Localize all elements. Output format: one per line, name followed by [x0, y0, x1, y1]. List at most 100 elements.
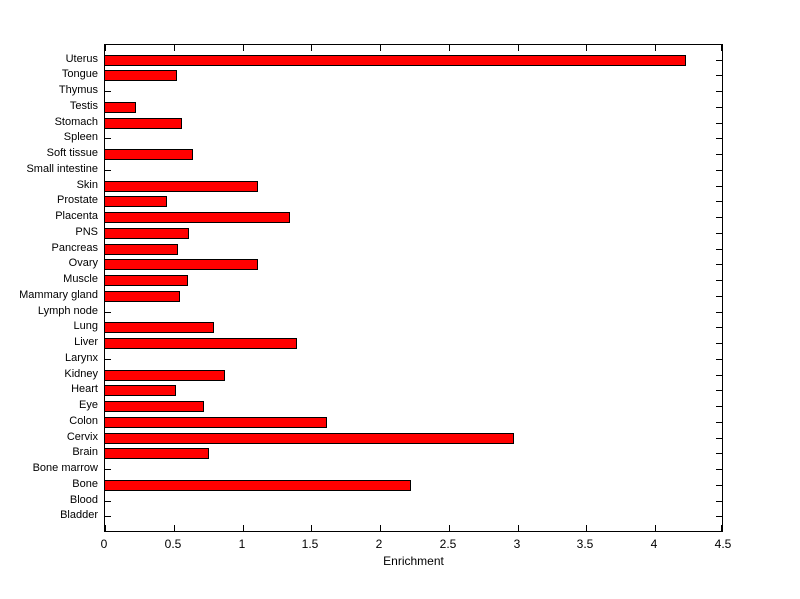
y-tick-mark-left [105, 138, 111, 139]
y-tick-label: Cervix [66, 431, 98, 443]
x-tick-mark-top [380, 45, 381, 51]
x-tick-mark-top [721, 45, 722, 51]
y-tick-mark-right [716, 138, 722, 139]
y-tick-mark-right [716, 217, 722, 218]
bar-prostate [104, 196, 167, 207]
y-tick-mark-right [716, 485, 722, 486]
y-tick-mark-right [716, 107, 722, 108]
y-tick-label: Placenta [55, 210, 98, 222]
bar-heart [104, 385, 176, 396]
y-tick-label: Eye [79, 399, 98, 411]
y-tick-mark-right [716, 343, 722, 344]
y-tick-label: Small intestine [26, 163, 98, 175]
y-tick-mark-right [716, 312, 722, 313]
bar-cervix [104, 433, 514, 444]
x-tick-mark-bottom [243, 525, 244, 531]
y-tick-mark-right [716, 516, 722, 517]
bar-soft-tissue [104, 149, 193, 160]
y-tick-label: Bone marrow [32, 462, 98, 474]
y-tick-label: Thymus [58, 84, 98, 96]
x-tick-label: 2 [375, 537, 383, 551]
y-tick-label: Mammary gland [19, 289, 98, 301]
bar-testis [104, 102, 136, 113]
x-tick-mark-top [243, 45, 244, 51]
x-axis-label: Enrichment [383, 554, 444, 568]
x-tick-mark-top [105, 45, 106, 51]
y-tick-label: PNS [75, 226, 98, 238]
x-tick-mark-top [311, 45, 312, 51]
y-tick-label: Blood [69, 494, 98, 506]
y-tick-label: Ovary [68, 257, 98, 269]
x-tick-mark-bottom [174, 525, 175, 531]
y-tick-mark-right [716, 422, 722, 423]
y-tick-mark-right [716, 296, 722, 297]
x-tick-label: 1 [238, 537, 246, 551]
bar-eye [104, 401, 204, 412]
y-tick-mark-left [105, 501, 111, 502]
y-tick-label: Stomach [54, 116, 98, 128]
y-tick-mark-left [105, 91, 111, 92]
bar-bone [104, 480, 411, 491]
y-tick-mark-left [105, 469, 111, 470]
bar-uterus [104, 55, 686, 66]
x-tick-mark-bottom [380, 525, 381, 531]
y-tick-label: Pancreas [51, 242, 98, 254]
bar-pns [104, 228, 189, 239]
y-tick-mark-left [105, 516, 111, 517]
y-tick-label: Spleen [63, 131, 98, 143]
bar-skin [104, 181, 258, 192]
x-tick-mark-bottom [311, 525, 312, 531]
x-tick-mark-bottom [655, 525, 656, 531]
y-tick-mark-right [716, 453, 722, 454]
y-tick-mark-right [716, 201, 722, 202]
y-tick-mark-right [716, 469, 722, 470]
y-tick-label: Heart [71, 383, 98, 395]
y-tick-label: Kidney [64, 368, 98, 380]
x-tick-label: 4 [650, 537, 658, 551]
y-tick-mark-right [716, 264, 722, 265]
x-tick-label: 0.5 [164, 537, 182, 551]
y-tick-mark-right [716, 60, 722, 61]
y-tick-mark-right [716, 359, 722, 360]
bar-mammary-gland [104, 291, 180, 302]
x-tick-mark-bottom [105, 525, 106, 531]
y-tick-mark-right [716, 390, 722, 391]
x-tick-label: 0 [100, 537, 108, 551]
bar-brain [104, 448, 209, 459]
x-tick-mark-top [518, 45, 519, 51]
x-tick-mark-bottom [449, 525, 450, 531]
x-tick-mark-bottom [586, 525, 587, 531]
bar-liver [104, 338, 297, 349]
plot-area [104, 44, 723, 532]
bar-muscle [104, 275, 188, 286]
y-tick-mark-left [105, 170, 111, 171]
y-tick-label: Liver [74, 336, 98, 348]
y-tick-label: Brain [72, 446, 98, 458]
x-tick-mark-top [449, 45, 450, 51]
y-tick-mark-right [716, 406, 722, 407]
y-tick-mark-right [716, 375, 722, 376]
y-tick-label: Bladder [60, 509, 98, 521]
y-tick-label: Tongue [61, 68, 98, 80]
y-tick-label: Prostate [57, 194, 98, 206]
y-tick-label: Testis [69, 100, 98, 112]
y-tick-label: Uterus [65, 53, 98, 65]
y-tick-mark-right [716, 249, 722, 250]
x-tick-mark-bottom [518, 525, 519, 531]
x-tick-label: 2.5 [439, 537, 457, 551]
bar-placenta [104, 212, 290, 223]
bar-stomach [104, 118, 182, 129]
bar-tongue [104, 70, 177, 81]
y-tick-label: Colon [69, 415, 98, 427]
x-tick-mark-top [174, 45, 175, 51]
bar-kidney [104, 370, 225, 381]
y-tick-mark-left [105, 359, 111, 360]
y-tick-mark-right [716, 501, 722, 502]
y-tick-label: Soft tissue [46, 147, 98, 159]
y-tick-mark-right [716, 327, 722, 328]
y-tick-label: Lung [73, 320, 98, 332]
x-tick-label: 3 [513, 537, 521, 551]
y-tick-mark-right [716, 123, 722, 124]
y-tick-mark-right [716, 170, 722, 171]
